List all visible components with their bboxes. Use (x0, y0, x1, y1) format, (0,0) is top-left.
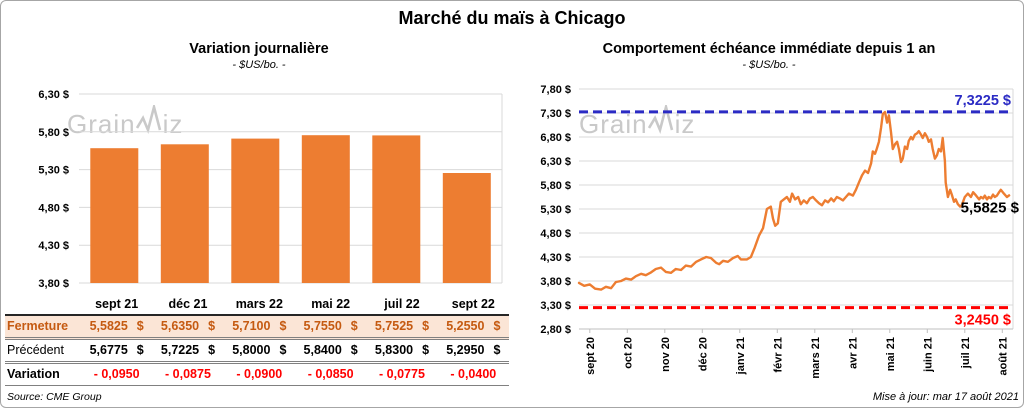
svg-text:6,30 $: 6,30 $ (38, 89, 69, 101)
x-tick-label: juin 21 (922, 337, 934, 373)
svg-text:3,80 $: 3,80 $ (540, 276, 571, 288)
x-tick-label: oct 20 (622, 337, 634, 369)
x-tick-label: juil 21 (960, 337, 972, 369)
row-label-precedent: Précédent (7, 343, 64, 357)
price-table-body: Fermeture 5,5825 $ 5,6350 $ 5,7100 $ 5,7550 $ 5,7… (5, 315, 509, 386)
precedent-value-cell: 5,2950 $ (446, 343, 501, 357)
x-tick-label: août 21 (997, 337, 1009, 376)
table-column-header: mai 22 (311, 297, 351, 311)
variation-value-cell: - 0,0875 (165, 367, 211, 381)
x-tick-label: janv 21 (735, 337, 747, 375)
svg-text:4,30 $: 4,30 $ (540, 252, 571, 264)
x-tick-label: févr 21 (772, 337, 784, 372)
svg-text:6,30 $: 6,30 $ (540, 156, 571, 168)
ref-line-label: 3,2450 $ (955, 313, 1011, 329)
table-corner-cell (5, 295, 81, 315)
daily-variation-panel: Variation journalière - $US/bo. - Grain i… (5, 35, 513, 405)
variation-value-cell: - 0,0400 (450, 367, 497, 381)
svg-text:2,80 $: 2,80 $ (540, 324, 571, 336)
price-table: sept 21 déc 21 mars 22 mai 22 juil 22 sept 22… (5, 295, 509, 386)
x-tick-label: mai 21 (885, 337, 897, 371)
precedent-value-cell: 5,8000 $ (232, 343, 287, 357)
variation-value-cell: - 0,0900 (236, 367, 283, 381)
variation-value-cell: - 0,0950 (93, 367, 140, 381)
fermeture-value-cell: 5,5825 $ (89, 319, 144, 333)
line-chart-title: Comportement échéance immédiate depuis 1… (602, 41, 936, 57)
bar-sept 22 (442, 173, 491, 283)
variation-value-cell: - 0,0775 (379, 367, 425, 381)
table-column-header: mars 22 (235, 297, 283, 311)
svg-text:4,80 $: 4,80 $ (38, 202, 69, 214)
line-chart-svg: 7,80 $ 7,30 $ 6,80 $ 6,30 $ 5,80 $ 5,30 $ 4,80… (540, 84, 1020, 379)
bar-mars 22 (231, 138, 280, 283)
table-row-precedent: Précédent 5,6775 $ 5,7225 $ 5,8000 $ 5,8400 $ 5,8… (5, 338, 509, 363)
table-column-header: juil 22 (384, 297, 420, 311)
bar-mai 22 (301, 135, 350, 283)
x-tick-label: avr 21 (847, 337, 859, 369)
precedent-value-cell: 5,7225 $ (160, 343, 216, 357)
x-tick-label: mars 21 (810, 337, 822, 379)
updated-note: Mise à jour: mar 17 août 2021 (872, 391, 1019, 403)
precedent-value-cell: 5,8300 $ (374, 343, 430, 357)
source-note: Source: CME Group (7, 391, 102, 403)
table-column-header: sept 22 (451, 297, 495, 311)
row-label-variation: Variation (7, 367, 60, 381)
bar-juil 22 (372, 135, 421, 283)
precedent-value-cell: 5,6775 $ (89, 343, 144, 357)
x-tick-label: déc 20 (697, 337, 709, 371)
svg-text:7,30 $: 7,30 $ (540, 108, 571, 120)
svg-text:4,80 $: 4,80 $ (540, 228, 571, 240)
last-price-label: 5,5825 $ (961, 199, 1020, 216)
fermeture-value-cell: 5,7550 $ (303, 319, 358, 333)
fermeture-value-cell: 5,7525 $ (374, 319, 430, 333)
bar-déc 21 (160, 144, 209, 283)
svg-text:5,80 $: 5,80 $ (540, 180, 571, 192)
ref-line-label: 7,3225 $ (955, 93, 1011, 109)
bar-chart-subtitle: - $US/bo. - (232, 58, 286, 71)
fermeture-value-cell: 5,7100 $ (232, 319, 287, 333)
line-chart: 7,80 $ 7,30 $ 6,80 $ 6,30 $ 5,80 $ 5,30 $ 4,80… (517, 81, 1021, 390)
svg-text:5,30 $: 5,30 $ (540, 204, 571, 216)
svg-text:3,30 $: 3,30 $ (540, 300, 571, 312)
precedent-value-cell: 5,8400 $ (303, 343, 358, 357)
table-row-variation: Variation - 0,0950 - 0,0875 - 0,0900 - 0,085… (5, 362, 509, 386)
svg-text:7,80 $: 7,80 $ (540, 84, 571, 96)
x-tick-label: nov 20 (660, 337, 672, 372)
x-tick-label: sept 20 (585, 337, 597, 375)
fermeture-value-cell: 5,6350 $ (160, 319, 216, 333)
table-header-row: sept 21 déc 21 mars 22 mai 22 juil 22 sept 22 (5, 295, 509, 315)
bar-chart: 6,30 $ 5,80 $ 5,30 $ 4,80 $ 4,30 $ 3,80 $ (5, 81, 513, 298)
bar-sept 21 (90, 148, 139, 283)
svg-text:3,80 $: 3,80 $ (38, 278, 69, 290)
variation-value-cell: - 0,0850 (307, 367, 354, 381)
line-chart-subtitle: - $US/bo. - (742, 58, 796, 71)
svg-text:6,80 $: 6,80 $ (540, 132, 571, 144)
svg-text:4,30 $: 4,30 $ (38, 240, 69, 252)
bar-chart-title: Variation journalière (189, 41, 329, 57)
svg-text:5,80 $: 5,80 $ (38, 127, 69, 139)
bar-chart-svg: 6,30 $ 5,80 $ 5,30 $ 4,80 $ 4,30 $ 3,80 $ (38, 89, 503, 290)
table-column-header: sept 21 (95, 297, 139, 311)
front-month-panel: Comportement échéance immédiate depuis 1… (517, 35, 1021, 405)
svg-text:5,30 $: 5,30 $ (38, 165, 69, 177)
row-label-fermeture: Fermeture (7, 319, 69, 333)
price-series-line (577, 110, 1011, 291)
table-row-fermeture: Fermeture 5,5825 $ 5,6350 $ 5,7100 $ 5,7550 $ 5,7… (5, 315, 509, 339)
page-title: Marché du maïs à Chicago (398, 8, 626, 28)
fermeture-value-cell: 5,2550 $ (446, 319, 501, 333)
table-column-header: déc 21 (168, 297, 208, 311)
